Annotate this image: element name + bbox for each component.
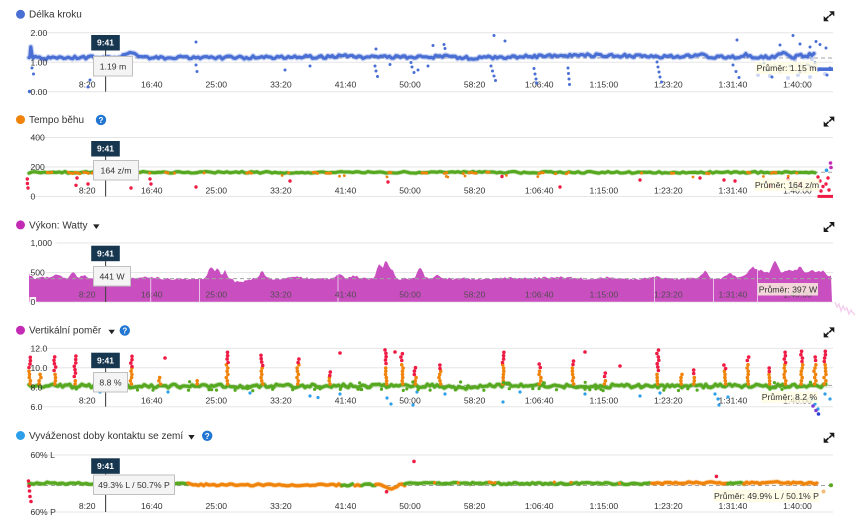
svg-text:1:06:40: 1:06:40 [525, 290, 554, 300]
svg-text:33:20: 33:20 [270, 501, 292, 511]
svg-text:1:40:00: 1:40:00 [783, 501, 812, 511]
svg-text:10.0: 10.0 [31, 363, 48, 373]
svg-text:16:40: 16:40 [141, 80, 163, 90]
svg-text:60% P: 60% P [31, 507, 57, 517]
svg-text:Průměr: 49.9% L / 50.1% P: Průměr: 49.9% L / 50.1% P [714, 491, 819, 501]
svg-text:25:00: 25:00 [206, 290, 228, 300]
svg-text:1:15:00: 1:15:00 [589, 186, 618, 196]
svg-text:12.0: 12.0 [31, 344, 48, 354]
svg-text:1,000: 1,000 [31, 238, 53, 248]
svg-text:1:06:40: 1:06:40 [525, 396, 554, 406]
svg-text:8:20: 8:20 [79, 80, 96, 90]
svg-text:16:40: 16:40 [141, 290, 163, 300]
svg-text:2.00: 2.00 [31, 28, 48, 38]
svg-text:9:41: 9:41 [97, 144, 114, 154]
svg-text:1:23:20: 1:23:20 [654, 290, 683, 300]
svg-text:6.0: 6.0 [31, 402, 43, 412]
svg-text:Průměr: 8.2 %: Průměr: 8.2 % [762, 392, 818, 402]
svg-text:Průměr: 164 z/m: Průměr: 164 z/m [755, 180, 819, 190]
svg-text:1:15:00: 1:15:00 [589, 396, 618, 406]
svg-text:?: ? [122, 327, 127, 336]
svg-text:1:06:40: 1:06:40 [525, 80, 554, 90]
svg-text:58:20: 58:20 [464, 186, 486, 196]
svg-text:41:40: 41:40 [335, 80, 357, 90]
svg-text:Průměr: 397 W: Průměr: 397 W [759, 284, 818, 294]
svg-text:1:15:00: 1:15:00 [589, 80, 618, 90]
svg-text:Vertikální poměr: Vertikální poměr [29, 326, 102, 337]
svg-text:16:40: 16:40 [141, 396, 163, 406]
svg-text:41:40: 41:40 [335, 290, 357, 300]
svg-text:9:41: 9:41 [97, 38, 114, 48]
svg-text:8:20: 8:20 [79, 290, 96, 300]
svg-text:25:00: 25:00 [206, 186, 228, 196]
svg-text:0.00: 0.00 [31, 87, 48, 97]
svg-text:1:15:00: 1:15:00 [589, 290, 618, 300]
svg-text:16:40: 16:40 [141, 186, 163, 196]
svg-text:1:31:40: 1:31:40 [719, 186, 748, 196]
svg-text:8.8 %: 8.8 % [99, 378, 121, 388]
svg-text:1:40:00: 1:40:00 [783, 80, 812, 90]
svg-text:25:00: 25:00 [206, 501, 228, 511]
svg-text:60% L: 60% L [31, 450, 56, 460]
svg-text:8:20: 8:20 [79, 186, 96, 196]
svg-text:50:00: 50:00 [399, 290, 421, 300]
svg-text:1:23:20: 1:23:20 [654, 186, 683, 196]
svg-text:164 z/m: 164 z/m [101, 166, 132, 176]
svg-text:400: 400 [31, 133, 46, 143]
svg-text:8.0: 8.0 [31, 383, 43, 393]
svg-text:441 W: 441 W [99, 272, 125, 282]
svg-text:0: 0 [31, 192, 36, 202]
svg-text:8:20: 8:20 [79, 396, 96, 406]
svg-text:Průměr: 1.15 m: Průměr: 1.15 m [757, 63, 817, 73]
svg-text:49.3% L / 50.7% P: 49.3% L / 50.7% P [98, 480, 170, 490]
svg-text:33:20: 33:20 [270, 396, 292, 406]
svg-text:Délka kroku: Délka kroku [29, 10, 82, 21]
svg-text:9:41: 9:41 [97, 461, 114, 471]
svg-text:1:06:40: 1:06:40 [525, 186, 554, 196]
svg-text:33:20: 33:20 [270, 80, 292, 90]
svg-text:58:20: 58:20 [464, 501, 486, 511]
svg-text:1:23:20: 1:23:20 [654, 501, 683, 511]
svg-text:50:00: 50:00 [399, 80, 421, 90]
svg-text:1:31:40: 1:31:40 [719, 290, 748, 300]
svg-text:?: ? [99, 116, 104, 125]
svg-text:58:20: 58:20 [464, 80, 486, 90]
svg-text:16:40: 16:40 [141, 501, 163, 511]
svg-text:33:20: 33:20 [270, 290, 292, 300]
svg-text:9:41: 9:41 [97, 248, 114, 258]
svg-text:1:15:00: 1:15:00 [589, 501, 618, 511]
svg-text:Výkon: Watty: Výkon: Watty [29, 220, 88, 231]
svg-text:41:40: 41:40 [335, 501, 357, 511]
svg-text:1:31:40: 1:31:40 [719, 501, 748, 511]
svg-text:58:20: 58:20 [464, 290, 486, 300]
svg-text:25:00: 25:00 [206, 80, 228, 90]
svg-text:58:20: 58:20 [464, 396, 486, 406]
svg-text:0: 0 [31, 297, 36, 307]
svg-text:9:41: 9:41 [97, 355, 114, 365]
svg-text:41:40: 41:40 [335, 186, 357, 196]
svg-text:200: 200 [31, 162, 46, 172]
svg-text:1:06:40: 1:06:40 [525, 501, 554, 511]
svg-text:1:23:20: 1:23:20 [654, 80, 683, 90]
svg-text:50:00: 50:00 [399, 186, 421, 196]
svg-text:25:00: 25:00 [206, 396, 228, 406]
svg-text:1:31:40: 1:31:40 [719, 396, 748, 406]
svg-text:33:20: 33:20 [270, 186, 292, 196]
svg-text:50:00: 50:00 [399, 396, 421, 406]
svg-text:1:31:40: 1:31:40 [719, 80, 748, 90]
svg-text:1.19 m: 1.19 m [100, 62, 127, 72]
svg-text:8:20: 8:20 [79, 501, 96, 511]
svg-text:50:00: 50:00 [399, 501, 421, 511]
svg-text:41:40: 41:40 [335, 396, 357, 406]
svg-text:1:23:20: 1:23:20 [654, 396, 683, 406]
svg-text:?: ? [205, 432, 210, 441]
svg-text:Vyváženost doby kontaktu se ze: Vyváženost doby kontaktu se zemí [29, 431, 183, 442]
svg-text:500: 500 [31, 268, 46, 278]
svg-text:1.00: 1.00 [31, 58, 48, 68]
svg-text:Tempo běhu: Tempo běhu [29, 115, 84, 126]
